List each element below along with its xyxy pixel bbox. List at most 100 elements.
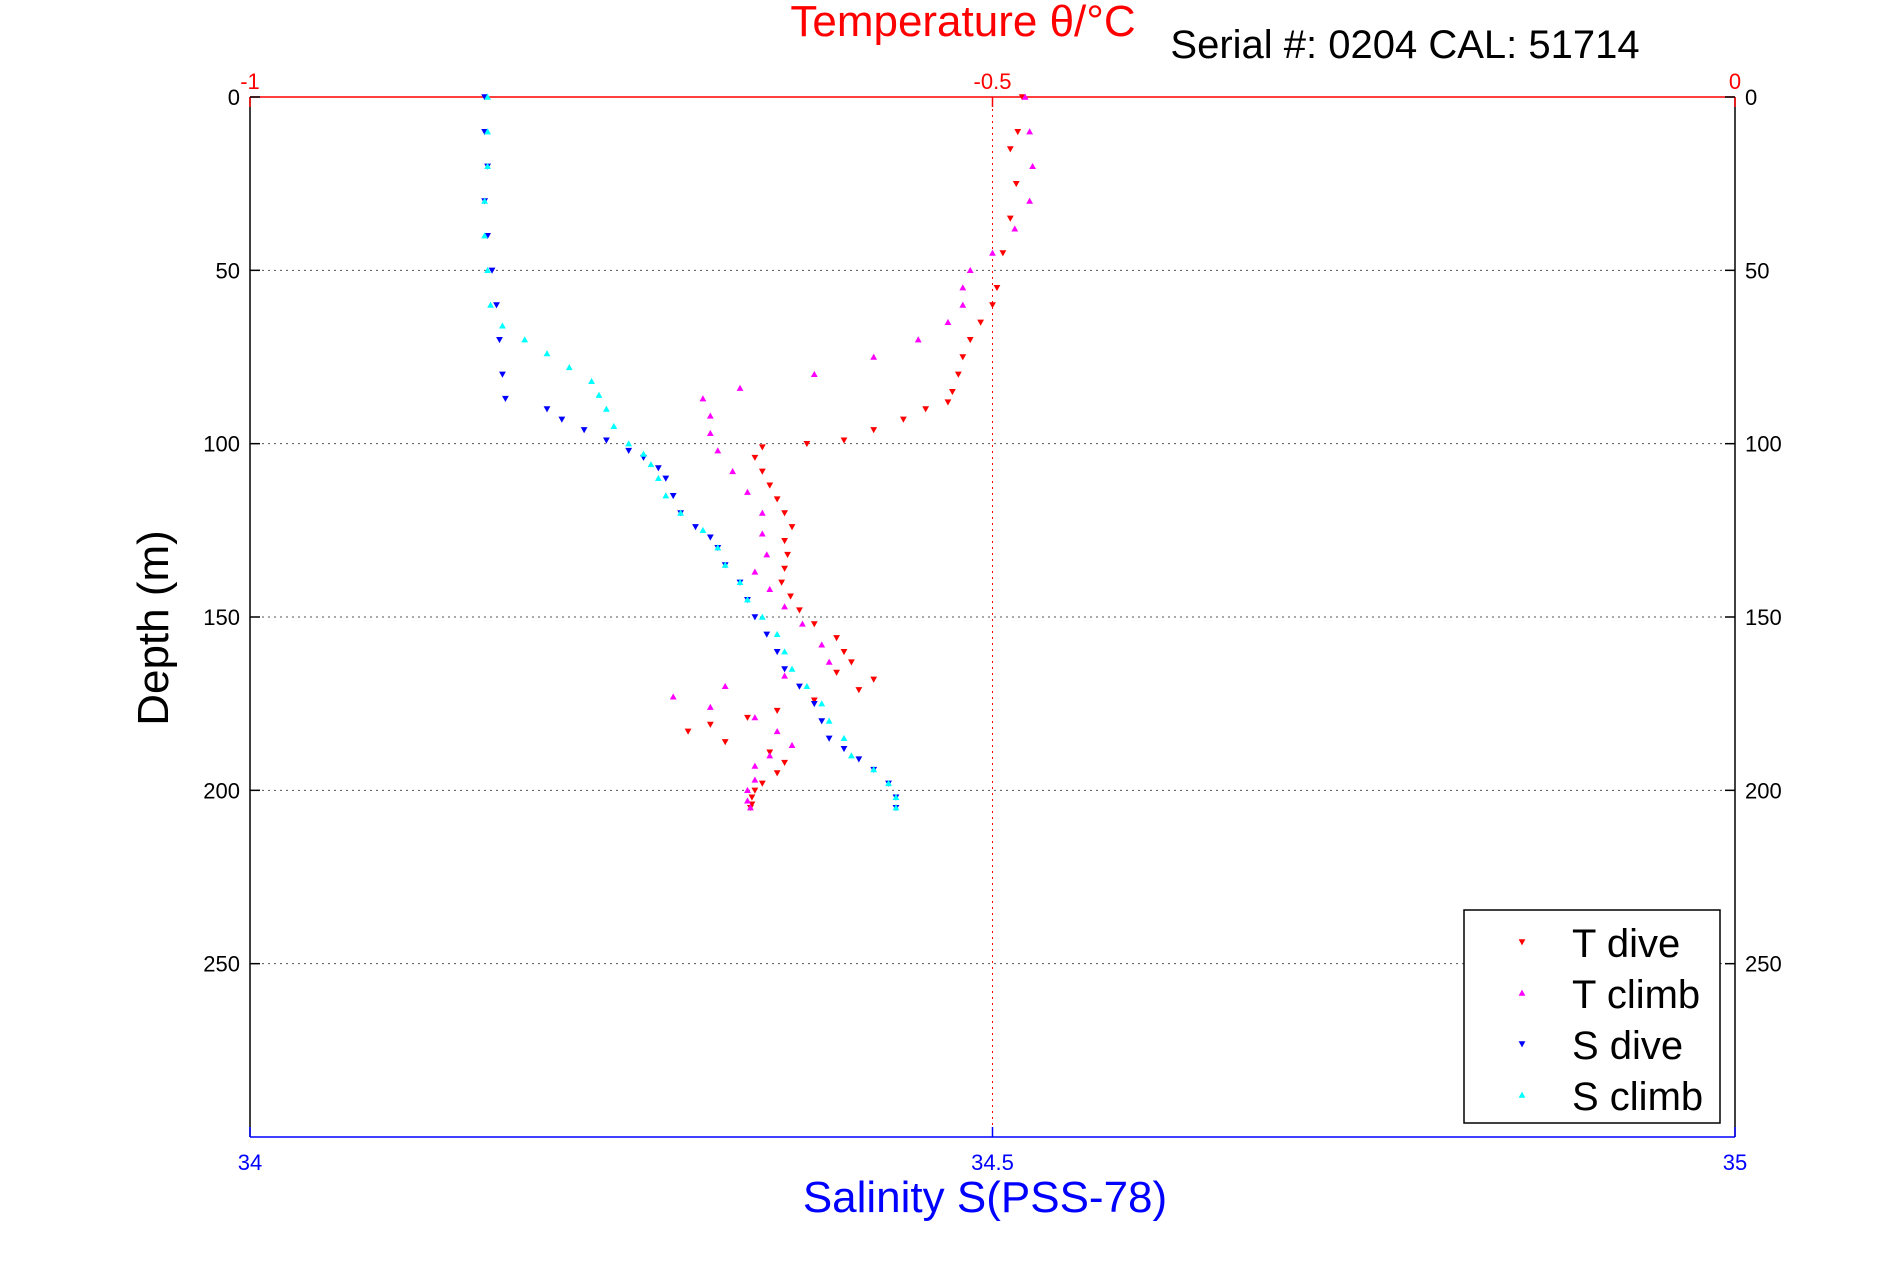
s-climb-point [610,422,618,430]
t-dive-point [833,669,840,676]
s-climb-point [736,578,744,586]
s-climb-point [640,450,647,457]
s-climb-point [654,474,662,482]
s-climb-point [625,440,633,447]
legend-label-s-dive: S dive [1572,1024,1683,1068]
depth-tick-label-left: 250 [203,952,240,977]
t-dive-point [900,416,907,423]
t-climb-point [714,447,722,454]
s-climb-point [481,232,489,239]
t-climb-point [818,641,826,648]
s-dive-point [484,232,491,240]
legend-marker-s-dive [1518,1041,1526,1048]
s-dive-point [796,683,803,690]
s-dive-point [773,648,781,656]
t-climb-point [706,429,714,436]
s-dive-point [543,406,551,413]
s-dive-point [825,735,833,742]
t-dive-point [993,284,1001,292]
s-dive-point [499,371,506,378]
s-dive-point [625,447,633,454]
t-dive-point [944,399,952,406]
t-dive-point [989,302,996,309]
t-climb-point [751,762,759,769]
t-dive-point [781,759,788,766]
t-climb-point [729,468,737,475]
chart-title: Temperature θ/°C [790,0,1135,46]
s-dive-point [669,492,677,500]
t-climb-point [699,395,707,402]
t-climb-point [736,384,744,391]
t-dive-point [751,787,759,794]
t-dive-point [788,524,796,531]
temperature-tick-label: 0 [1729,69,1741,94]
s-climb-point [840,734,848,742]
s-dive-point [706,534,714,541]
t-climb-point [788,741,796,748]
t-dive-point [999,250,1007,257]
t-climb-point [706,412,714,419]
t-dive-point [766,482,774,489]
depth-tick-label-left: 100 [203,432,240,457]
s-dive-point [810,700,818,708]
s-climb-point [818,700,826,707]
t-climb-point [825,658,833,665]
legend-label-t-climb: T climb [1572,973,1700,1017]
t-climb-point [870,353,878,360]
t-climb-point [773,728,781,735]
salinity-tick-label: 35 [1723,1150,1747,1175]
s-climb-point [773,630,781,638]
s-climb-point [487,301,494,308]
s-climb-point [721,561,729,568]
t-climb-point [799,620,806,627]
s-climb-point [699,526,707,534]
t-climb-point [914,336,922,343]
depth-tick-label-left: 0 [228,85,240,110]
t-climb-point [747,804,754,811]
chart-subtitle: Serial #: 0204 CAL: 51714 [1170,23,1639,67]
s-climb-point [484,93,491,100]
t-climb-point [1026,197,1034,204]
s-dive-point [558,416,566,423]
t-climb-point [944,318,952,326]
t-climb-point [751,714,759,721]
t-dive-point [778,579,786,586]
s-dive-point [493,302,500,309]
legend-marker-t-dive [1518,939,1526,946]
s-dive-point [481,128,489,136]
depth-tick-label-right: 150 [1745,605,1782,630]
t-dive-point [781,538,788,545]
depth-tick-label-right: 200 [1745,778,1782,803]
depth-tick-label-right: 50 [1745,258,1769,283]
t-dive-point [773,707,781,714]
s-climb-point [588,377,595,384]
temperature-tick-label: -1 [240,69,260,94]
s-dive-point [603,437,610,444]
s-dive-point [502,395,509,402]
t-climb-point [669,693,677,700]
t-climb-point [744,797,751,804]
legend-box [1463,909,1721,1124]
s-climb-point [499,322,506,329]
legend-label-s-climb: S climb [1572,1075,1703,1119]
data-points [481,93,1036,812]
s-climb-point [662,492,670,499]
t-dive-point [781,510,788,517]
t-dive-point [781,565,788,572]
s-climb-point [744,596,751,603]
y-axis-label: Depth (m) [129,530,178,726]
s-dive-point [692,524,699,531]
s-climb-point [595,391,603,398]
t-climb-point [744,488,751,495]
t-dive-point [1012,180,1020,188]
t-dive-point [796,607,803,614]
s-climb-point [565,364,573,371]
depth-tick-label-left: 200 [203,778,240,803]
s-dive-point [662,475,670,482]
legend-marker-s-climb [1518,1091,1526,1098]
t-dive-point [848,659,855,666]
legend-label-t-dive: T dive [1572,922,1680,966]
depth-tick-label-left: 150 [203,605,240,630]
s-climb-point [714,544,722,551]
t-dive-point [922,406,930,413]
